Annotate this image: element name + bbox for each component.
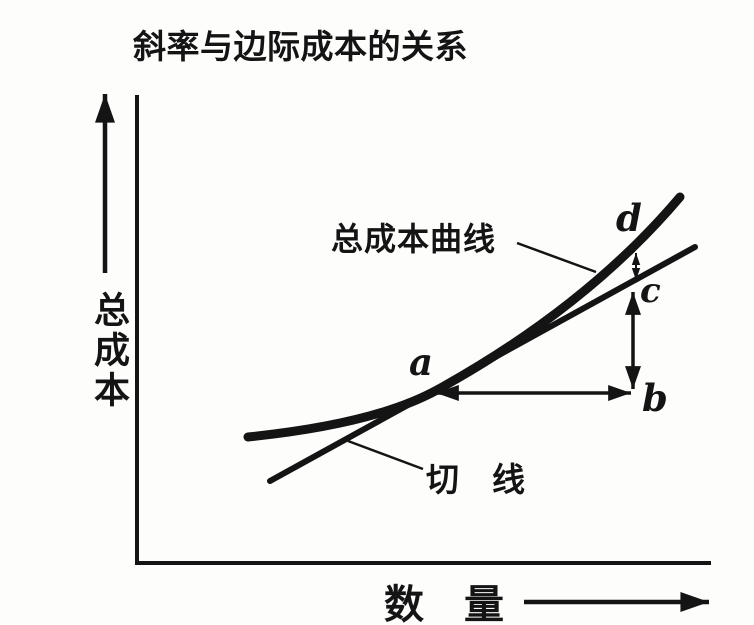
- point-label-a: a: [409, 340, 433, 384]
- point-label-b: b: [642, 376, 668, 420]
- total-cost-curve-label: 总成本曲线: [331, 221, 497, 257]
- figure-title: 斜率与边际成本的关系: [133, 28, 468, 65]
- point-label-c: c: [640, 271, 661, 311]
- curve-label-leader-line: [516, 241, 597, 274]
- tangent-line-label: 切 线: [426, 461, 525, 498]
- point-label-d: d: [616, 196, 642, 240]
- tangent-line: [267, 244, 698, 484]
- x-axis-label: 数 量: [384, 583, 504, 625]
- y-axis-label: 总成本: [89, 291, 130, 411]
- tangent-label-leader-line: [347, 439, 424, 471]
